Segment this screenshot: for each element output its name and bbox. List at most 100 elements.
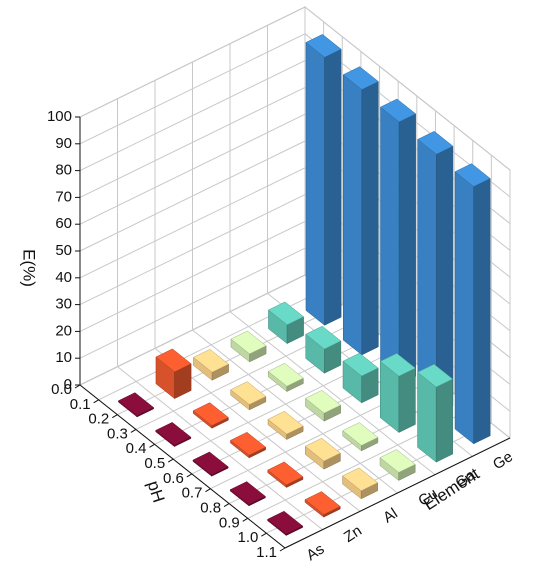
- bar-top: [229, 481, 266, 505]
- bar: [192, 349, 230, 381]
- bar-top: [342, 422, 379, 446]
- bar-top: [117, 392, 155, 416]
- x-tick: [149, 443, 155, 448]
- bar-top: [380, 98, 417, 123]
- bar-top: [342, 66, 379, 90]
- bar-top: [155, 422, 192, 446]
- category-grid-line: [229, 311, 436, 476]
- bar-top: [192, 349, 230, 373]
- x-tick-label: 1.0: [238, 529, 259, 546]
- z-tick-label: 20: [55, 322, 72, 339]
- x-tick-label: 0.5: [144, 455, 165, 472]
- bar: [304, 437, 341, 470]
- bar: [305, 34, 342, 326]
- x-tick: [130, 429, 137, 433]
- bar: [267, 410, 304, 441]
- x-tick-label: 1.1: [256, 544, 277, 561]
- bar-front: [361, 81, 379, 356]
- x-tick-label: 0.1: [70, 396, 91, 413]
- bar: [342, 467, 379, 500]
- bar-side: [417, 371, 437, 463]
- x-tick: [112, 414, 118, 419]
- x-grid-line: [154, 333, 380, 445]
- x-tick-label: 0.0: [51, 381, 72, 398]
- bar: [305, 325, 342, 374]
- bar-top: [454, 163, 491, 187]
- z-grid-line: [79, 113, 306, 225]
- bar: [230, 330, 267, 363]
- x-tick: [279, 547, 286, 552]
- z-grid-line: [79, 194, 306, 306]
- y-axis: [284, 437, 511, 549]
- z-tick-label: 40: [55, 269, 72, 286]
- z-grid-line: [79, 33, 306, 145]
- bar: [229, 481, 266, 507]
- bar-top: [267, 461, 304, 486]
- x-tick: [223, 503, 230, 507]
- x-tick: [167, 458, 174, 463]
- x-tick-label: 0.6: [163, 470, 184, 487]
- x-tick-label: 0.3: [107, 425, 128, 442]
- z-grid-line: [79, 6, 306, 118]
- z-tick-label: 0: [64, 376, 72, 393]
- z-grid-line: [79, 86, 306, 198]
- bar: [230, 431, 267, 459]
- bar: [304, 491, 341, 518]
- z-tick-label: 10: [55, 349, 72, 366]
- bar-front: [324, 48, 342, 326]
- bar: [380, 98, 417, 386]
- bar: [342, 352, 379, 404]
- z-grid-line: [304, 6, 511, 171]
- bar-top: [305, 389, 342, 414]
- bar-top: [304, 491, 341, 515]
- bar: [342, 422, 379, 452]
- bar: [155, 422, 192, 448]
- x-grid-line: [117, 304, 343, 416]
- z-tick-label: 100: [47, 108, 72, 125]
- bar-top: [192, 402, 229, 426]
- bar: [230, 381, 267, 411]
- bar-top: [192, 451, 229, 476]
- x-tick: [74, 384, 81, 389]
- z-axis-title: E(%): [20, 249, 39, 287]
- category-grid-line: [192, 329, 398, 494]
- x-tick-label: 0.8: [200, 500, 221, 517]
- bar-top: [230, 381, 267, 405]
- z-grid-line: [79, 220, 306, 332]
- bar: [417, 363, 454, 463]
- x-tick: [186, 473, 193, 478]
- x-tick-label: 0.4: [126, 440, 147, 457]
- z-grid-line: [79, 60, 306, 172]
- bar-front: [473, 178, 491, 445]
- x-grid-line: [266, 422, 492, 534]
- category-grid-line: [117, 366, 323, 531]
- bar-top: [304, 437, 341, 462]
- bar: [267, 510, 304, 536]
- x-axis: [79, 384, 286, 549]
- y-tick-label: Zn: [341, 522, 365, 546]
- bar-side: [305, 41, 325, 326]
- bar: [267, 461, 304, 489]
- y-tick-label: Al: [380, 505, 400, 527]
- bar: [342, 66, 379, 356]
- y-tick-label: Ge: [490, 448, 516, 473]
- y-tick-label: As: [303, 540, 327, 564]
- x-tick: [205, 488, 211, 493]
- bar-front: [435, 378, 453, 463]
- bar-top: [267, 510, 304, 535]
- x-tick-label: 0.7: [182, 485, 203, 502]
- bar-top: [342, 352, 379, 377]
- bar-side: [342, 74, 363, 356]
- bar-top: [417, 363, 454, 388]
- bar: [454, 163, 491, 445]
- bar-side: [454, 171, 474, 445]
- bar: [379, 449, 416, 481]
- bar-top: [342, 467, 379, 492]
- bar-top: [379, 353, 416, 377]
- x-tick: [261, 532, 267, 537]
- z-tick-label: 70: [55, 188, 72, 205]
- z-tick-label: 50: [55, 242, 72, 259]
- z-tick-label: 80: [55, 162, 72, 179]
- bar-top: [305, 325, 342, 350]
- bar: [192, 402, 229, 429]
